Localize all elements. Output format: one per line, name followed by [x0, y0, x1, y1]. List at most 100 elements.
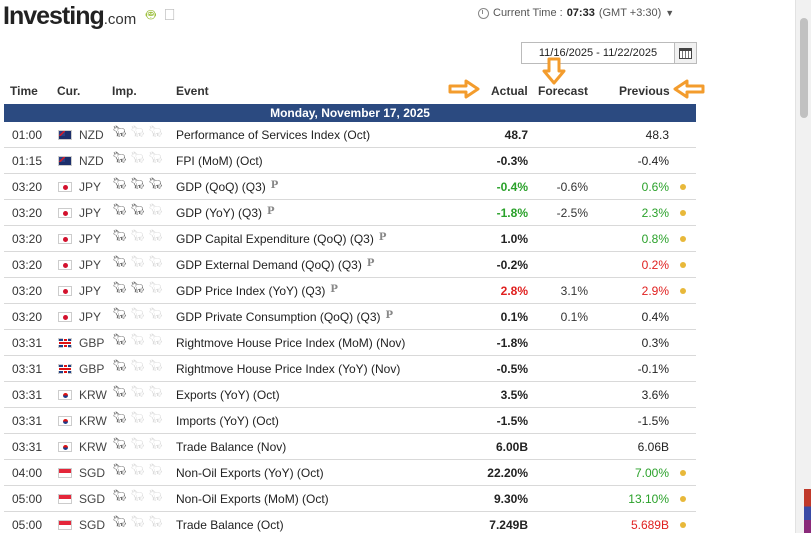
event-time: 01:00 — [12, 128, 43, 142]
investing-logo[interactable]: Investing.com — [3, 2, 137, 30]
previous-value: 0.6% — [641, 180, 669, 194]
table-row[interactable]: 05:00 SGD 🐂︎ 🐂︎ 🐂︎ Non-Oil Exports (MoM) (Oct… — [4, 486, 696, 512]
event-title[interactable]: GDP Price Index (YoY) (Q3) — [176, 284, 326, 298]
table-row[interactable]: 03:31 GBP 🐂︎ 🐂︎ 🐂︎ Rightmove House Price Inde… — [4, 356, 696, 382]
table-row[interactable]: 03:20 JPY 🐂︎ 🐂︎ 🐂︎ GDP (QoQ) (Q3) P -0.4% -0.6% 0… — [4, 174, 696, 200]
event-title[interactable]: FPI (MoM) (Oct) — [176, 154, 263, 168]
bull-icon: 🐂︎ — [130, 230, 145, 242]
bull-icon: 🐂︎ — [112, 438, 127, 450]
table-row[interactable]: 03:31 KRW 🐂︎ 🐂︎ 🐂︎ Imports (YoY) (Oct) -1.5% -1… — [4, 408, 696, 434]
arrow-left-icon — [673, 79, 705, 99]
event-time: 03:20 — [12, 232, 43, 246]
event-name[interactable]: Trade Balance (Oct) — [176, 518, 284, 532]
bull-icon: 🐂︎ — [148, 464, 163, 476]
bull-icon: 🐂︎ — [148, 438, 163, 450]
android-icon[interactable]: 🤖︎ — [146, 7, 156, 24]
previous-value: -0.1% — [637, 362, 669, 376]
importance-rating: 🐂︎ 🐂︎ 🐂︎ — [112, 152, 163, 165]
table-row[interactable]: 04:00 SGD 🐂︎ 🐂︎ 🐂︎ Non-Oil Exports (YoY) (Oct… — [4, 460, 696, 486]
bull-icon: 🐂︎ — [148, 334, 163, 346]
apple-icon[interactable]:  — [164, 7, 176, 25]
previous-value: 5.689B — [630, 518, 669, 532]
bull-icon: 🐂︎ — [130, 490, 145, 502]
event-name[interactable]: GDP Price Index (YoY) (Q3) P — [176, 284, 338, 298]
previous-value: 2.3% — [641, 206, 669, 220]
scrollbar-thumb[interactable] — [800, 18, 808, 118]
table-row[interactable]: 03:20 JPY 🐂︎ 🐂︎ 🐂︎ GDP Price Index (YoY) (Q3)… — [4, 278, 696, 304]
event-title[interactable]: Trade Balance (Nov) — [176, 440, 287, 454]
event-name[interactable]: GDP External Demand (QoQ) (Q3) P — [176, 258, 374, 272]
event-name[interactable]: Imports (YoY) (Oct) — [176, 414, 279, 428]
event-time: 03:31 — [12, 336, 43, 350]
bull-icon: 🐂︎ — [112, 256, 127, 268]
event-currency: GBP — [79, 336, 105, 350]
table-row[interactable]: 03:20 JPY 🐂︎ 🐂︎ 🐂︎ GDP Capital Expenditure (Q… — [4, 226, 696, 252]
previous-value: 2.9% — [641, 284, 669, 298]
event-time: 03:31 — [12, 414, 43, 428]
event-name[interactable]: Performance of Services Index (Oct) — [176, 128, 370, 142]
revised-dot-icon — [680, 470, 686, 476]
table-row[interactable]: 03:31 KRW 🐂︎ 🐂︎ 🐂︎ Trade Balance (Nov) 6.00B 6.… — [4, 434, 696, 460]
revised-dot-icon — [680, 236, 686, 242]
event-title[interactable]: Non-Oil Exports (MoM) (Oct) — [176, 492, 329, 506]
event-name[interactable]: GDP Capital Expenditure (QoQ) (Q3) P — [176, 232, 386, 246]
event-name[interactable]: Non-Oil Exports (MoM) (Oct) — [176, 492, 329, 506]
bull-icon: 🐂︎ — [112, 412, 127, 424]
bull-icon: 🐂︎ — [130, 282, 145, 294]
table-row[interactable]: 03:20 JPY 🐂︎ 🐂︎ 🐂︎ GDP External Demand (QoQ) … — [4, 252, 696, 278]
event-name[interactable]: Rightmove House Price Index (MoM) (Nov) — [176, 336, 405, 350]
event-title[interactable]: GDP External Demand (QoQ) (Q3) — [176, 258, 362, 272]
event-title[interactable]: Rightmove House Price Index (MoM) (Nov) — [176, 336, 406, 350]
event-currency: SGD — [79, 518, 106, 532]
event-name[interactable]: Non-Oil Exports (YoY) (Oct) — [176, 466, 324, 480]
bull-icon: 🐂︎ — [130, 360, 145, 372]
bull-icon: 🐂︎ — [130, 516, 145, 528]
flag-sgd-icon — [58, 468, 72, 478]
event-title[interactable]: Exports (YoY) (Oct) — [176, 388, 280, 402]
bull-icon: 🐂︎ — [112, 178, 127, 190]
importance-rating: 🐂︎ 🐂︎ 🐂︎ — [112, 412, 163, 425]
event-name[interactable]: FPI (MoM) (Oct) — [176, 154, 263, 168]
col-actual: Actual — [491, 84, 528, 98]
event-name[interactable]: GDP (QoQ) (Q3) P — [176, 180, 278, 194]
event-currency: JPY — [79, 232, 102, 246]
table-row[interactable]: 03:31 GBP 🐂︎ 🐂︎ 🐂︎ Rightmove House Price Inde… — [4, 330, 696, 356]
table-row[interactable]: 03:20 JPY 🐂︎ 🐂︎ 🐂︎ GDP Private Consumption (Q… — [4, 304, 696, 330]
previous-value: -1.5% — [637, 414, 669, 428]
importance-rating: 🐂︎ 🐂︎ 🐂︎ — [112, 490, 163, 503]
side-widget-strip[interactable] — [804, 489, 811, 533]
bull-icon: 🐂︎ — [112, 282, 127, 294]
event-title[interactable]: Imports (YoY) (Oct) — [176, 414, 279, 428]
revised-dot-icon — [680, 210, 686, 216]
current-time-selector[interactable]: Current Time : 07:33 (GMT +3:30) ▼ — [478, 7, 674, 19]
event-title[interactable]: Performance of Services Index (Oct) — [176, 128, 371, 142]
table-row[interactable]: 03:31 KRW 🐂︎ 🐂︎ 🐂︎ Exports (YoY) (Oct) 3.5% 3.6… — [4, 382, 696, 408]
date-range-picker[interactable]: 11/16/2025 - 11/22/2025 — [521, 42, 697, 64]
table-row[interactable]: 01:15 NZD 🐂︎ 🐂︎ 🐂︎ FPI (MoM) (Oct) -0.3% -0.4% — [4, 148, 696, 174]
table-row[interactable]: 05:00 SGD 🐂︎ 🐂︎ 🐂︎ Trade Balance (Oct) 7.249B 5… — [4, 512, 696, 533]
event-currency: JPY — [79, 258, 102, 272]
scrollbar[interactable] — [795, 0, 811, 533]
event-title[interactable]: Trade Balance (Oct) — [176, 518, 284, 532]
current-time-value: 07:33 — [566, 7, 595, 19]
calendar-button[interactable] — [674, 43, 696, 63]
event-name[interactable]: GDP Private Consumption (QoQ) (Q3) P — [176, 310, 393, 324]
event-title[interactable]: GDP Private Consumption (QoQ) (Q3) — [176, 310, 381, 324]
event-name[interactable]: Exports (YoY) (Oct) — [176, 388, 280, 402]
col-forecast: Forecast — [538, 84, 589, 98]
event-title[interactable]: GDP Capital Expenditure (QoQ) (Q3) — [176, 232, 374, 246]
event-title[interactable]: Rightmove House Price Index (YoY) (Nov) — [176, 362, 401, 376]
event-title[interactable]: Non-Oil Exports (YoY) (Oct) — [176, 466, 324, 480]
importance-rating: 🐂︎ 🐂︎ 🐂︎ — [112, 126, 163, 139]
table-row[interactable]: 01:00 NZD 🐂︎ 🐂︎ 🐂︎ Performance of Services In… — [4, 122, 696, 148]
bull-icon: 🐂︎ — [112, 230, 127, 242]
event-name[interactable]: Trade Balance (Nov) — [176, 440, 286, 454]
event-title[interactable]: GDP (QoQ) (Q3) — [176, 180, 266, 194]
table-row[interactable]: 03:20 JPY 🐂︎ 🐂︎ 🐂︎ GDP (YoY) (Q3) P -1.8% -2.5% 2… — [4, 200, 696, 226]
bull-icon: 🐂︎ — [112, 490, 127, 502]
event-name[interactable]: Rightmove House Price Index (YoY) (Nov) — [176, 362, 400, 376]
event-name[interactable]: GDP (YoY) (Q3) P — [176, 206, 275, 220]
bull-icon: 🐂︎ — [112, 386, 127, 398]
chevron-down-icon: ▼ — [665, 8, 675, 18]
event-title[interactable]: GDP (YoY) (Q3) — [176, 206, 263, 220]
